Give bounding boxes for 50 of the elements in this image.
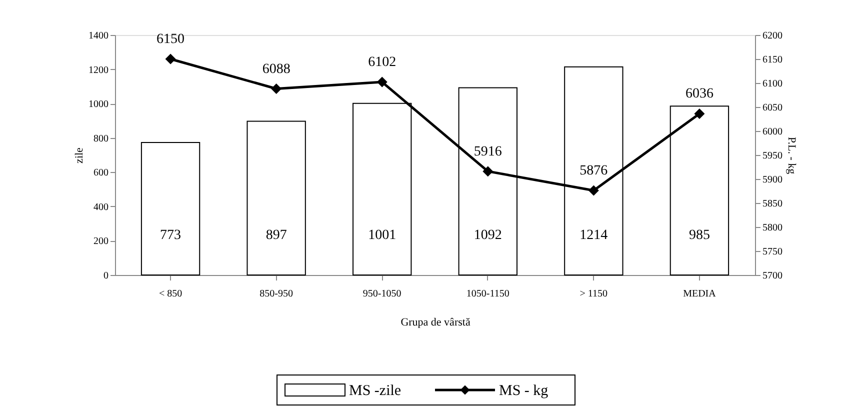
y2-tick-label: 6000 — [762, 126, 782, 138]
point — [588, 185, 599, 196]
x-tick-label: MEDIA — [683, 288, 717, 300]
bar — [246, 120, 306, 276]
data-label: 985 — [688, 228, 710, 243]
data-label: 6036 — [685, 86, 714, 102]
y-tick-label: 800 — [94, 133, 108, 144]
point — [165, 54, 176, 64]
x-tick-label: 850-950 — [260, 288, 293, 300]
y2-tick-label: 5900 — [762, 174, 782, 186]
legend-label: MS - kg — [499, 383, 549, 399]
data-label: 6088 — [262, 62, 290, 77]
x-tick-label: > 1150 — [580, 288, 608, 300]
y-tick-label: 200 — [94, 236, 108, 248]
legend-label: MS -zile — [349, 383, 402, 399]
point — [271, 84, 282, 94]
y-tick-label: 400 — [94, 202, 108, 213]
data-label: 5876 — [580, 164, 608, 179]
y2-tick-label: 5950 — [762, 150, 782, 162]
x-tick-label: 950-1050 — [362, 288, 402, 300]
y-tick-label: 1200 — [88, 64, 108, 76]
y-tick-label: 0 — [104, 270, 108, 282]
y2-tick-label: 5800 — [762, 222, 782, 234]
data-label: 897 — [266, 228, 287, 243]
data-label: 5916 — [474, 144, 502, 160]
y-axis-title: zile — [74, 147, 86, 164]
point — [376, 76, 388, 88]
y2-tick-label: 6200 — [762, 30, 782, 42]
data-label: 773 — [160, 228, 182, 243]
data-label: 1001 — [368, 228, 396, 243]
y-tick-label: 1400 — [88, 30, 108, 42]
x-tick-label: < 850 — [158, 288, 182, 300]
x-tick-label: 1050-1150 — [466, 288, 510, 300]
y2-tick-label: 6100 — [762, 78, 782, 90]
data-label: 6102 — [368, 55, 396, 70]
bar — [140, 142, 200, 276]
y2-tick-label: 6050 — [762, 102, 782, 114]
y2-axis-title: P.L. - kg — [786, 136, 798, 175]
y-tick-label: 1000 — [88, 99, 108, 110]
data-label: 1214 — [580, 228, 608, 243]
y2-tick-label: 5750 — [762, 246, 782, 258]
y2-tick-label: 6150 — [762, 54, 782, 66]
y2-tick-label: 5850 — [762, 198, 782, 210]
y2-tick-label: 5700 — [762, 270, 782, 282]
point — [694, 108, 705, 119]
y-tick-label: 600 — [94, 168, 108, 179]
x-axis-title: Grupa de vârstă — [400, 316, 470, 328]
data-label: 6150 — [156, 32, 185, 47]
data-label: 1092 — [474, 228, 502, 243]
point — [482, 166, 494, 177]
